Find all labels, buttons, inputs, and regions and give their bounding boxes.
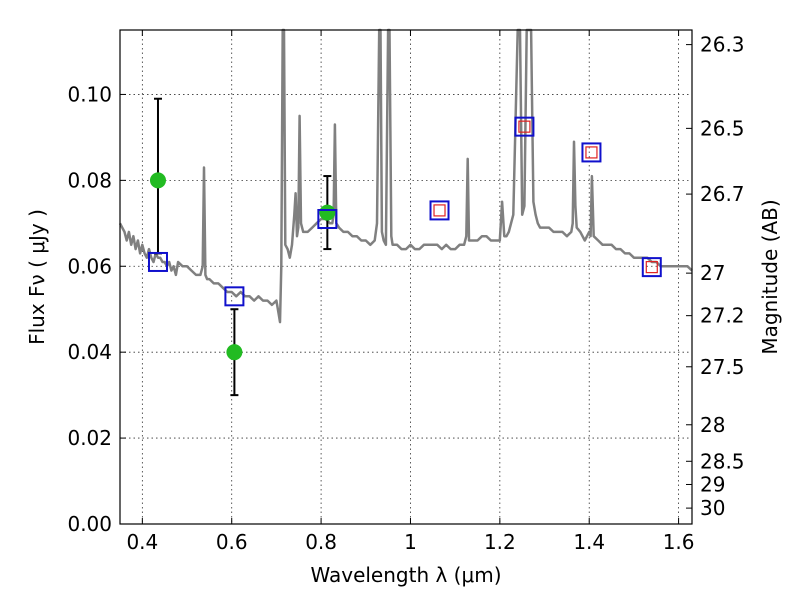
observed-point — [319, 204, 336, 221]
right-tick-label: 28.5 — [700, 449, 745, 473]
tick-labels: 0.4 0.6 0.8 1 1.2 1.4 1.6 0.00 0.02 0.04 0.06 0.08 0… — [67, 33, 744, 554]
right-tick-label: 27.2 — [700, 304, 745, 328]
right-tick-label: 26.7 — [700, 182, 745, 206]
model-point-inner — [433, 204, 446, 217]
right-tick-label: 27 — [700, 261, 725, 285]
template-spectrum-layer — [118, 28, 693, 324]
right-axis-title: Magnitude (AB) — [758, 199, 782, 354]
x-tick-label: 0.4 — [126, 530, 158, 554]
error-bars — [153, 97, 332, 397]
model-point — [317, 209, 338, 230]
x-tick-label: 0.8 — [305, 530, 337, 554]
model-point — [514, 116, 535, 137]
observed-point — [226, 344, 243, 361]
axis-ticks — [120, 30, 692, 525]
x-tick-label: 1.2 — [484, 530, 516, 554]
observed-point — [149, 172, 166, 189]
y-axis-title: Flux Fν ( μJy ) — [25, 209, 49, 345]
y-tick-label: 0.04 — [67, 340, 112, 364]
right-tick-label: 27.5 — [700, 355, 745, 379]
model-point — [429, 200, 450, 221]
y-tick-label: 0.02 — [67, 426, 112, 450]
model-point-inner — [585, 146, 598, 159]
model-point — [224, 286, 245, 307]
model-point — [641, 257, 662, 278]
right-tick-label: 26.3 — [700, 33, 745, 57]
template-spectrum-line — [118, 28, 693, 324]
x-axis-title: Wavelength λ (μm) — [310, 563, 501, 587]
right-tick-label: 30 — [700, 496, 725, 520]
y-tick-label: 0.08 — [67, 168, 112, 192]
model-point-inner — [518, 120, 531, 133]
observed-points — [149, 172, 336, 361]
x-tick-label: 1.4 — [573, 530, 605, 554]
model-point-inner — [645, 261, 658, 274]
model-squares — [147, 116, 662, 307]
model-point — [147, 251, 168, 272]
x-tick-label: 1.6 — [663, 530, 695, 554]
y-tick-label: 0.10 — [67, 82, 112, 106]
right-tick-label: 28 — [700, 413, 725, 437]
model-point — [581, 142, 602, 163]
y-tick-label: 0.06 — [67, 254, 112, 278]
x-tick-label: 0.6 — [216, 530, 248, 554]
x-tick-label: 1 — [404, 530, 417, 554]
y-tick-label: 0.00 — [67, 512, 112, 536]
right-tick-label: 26.5 — [700, 116, 745, 140]
right-tick-label: 29 — [700, 472, 725, 496]
plot-area-frame — [119, 29, 693, 525]
